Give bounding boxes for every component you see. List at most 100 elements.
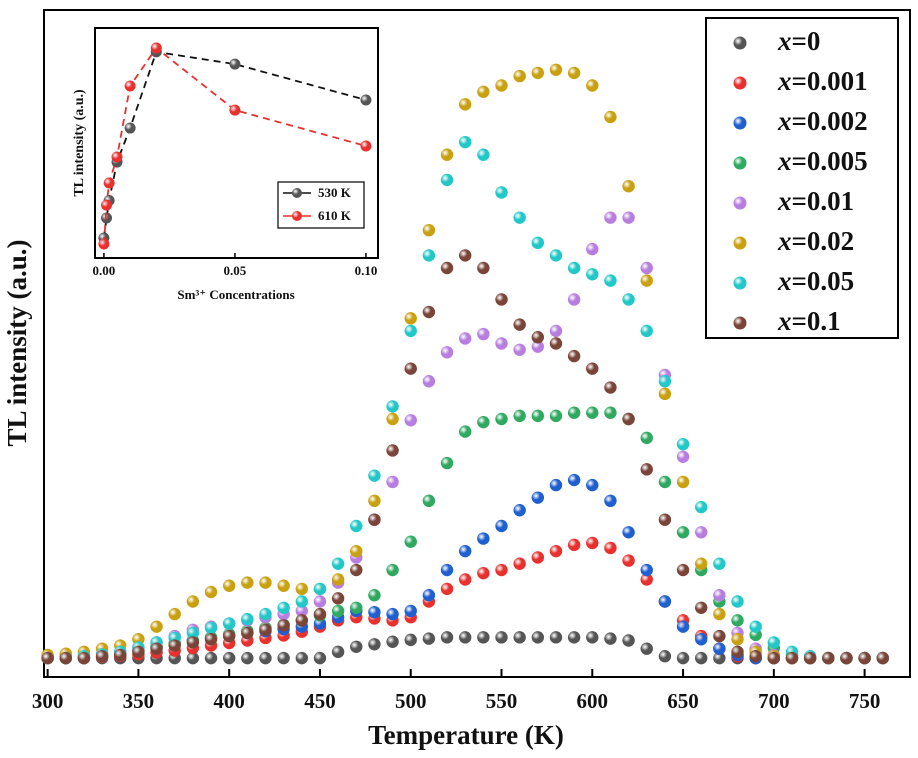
data-point bbox=[360, 94, 372, 106]
data-point bbox=[386, 444, 399, 457]
data-point bbox=[567, 349, 581, 363]
inset-legend-box bbox=[277, 181, 365, 229]
data-point bbox=[150, 642, 163, 655]
data-point bbox=[531, 236, 545, 250]
data-point bbox=[713, 607, 726, 621]
data-point bbox=[586, 536, 599, 550]
data-point bbox=[386, 635, 399, 648]
data-point bbox=[440, 261, 454, 275]
data-point bbox=[731, 595, 744, 608]
data-point bbox=[549, 409, 563, 423]
data-point bbox=[567, 473, 581, 487]
data-point bbox=[186, 651, 200, 665]
legend-label: 530 K bbox=[318, 185, 352, 200]
data-point bbox=[495, 79, 508, 92]
data-point bbox=[622, 634, 635, 647]
data-point bbox=[549, 249, 563, 262]
legend-marker bbox=[733, 276, 747, 290]
legend-label: x=0.002 bbox=[777, 106, 868, 136]
data-point bbox=[803, 651, 817, 665]
data-point bbox=[495, 293, 508, 306]
x-axis-label: Temperature (K) bbox=[368, 720, 564, 750]
data-point bbox=[222, 651, 236, 665]
data-point bbox=[386, 563, 399, 577]
data-point bbox=[604, 110, 617, 124]
legend-label: x=0 bbox=[777, 26, 820, 56]
plot-frame bbox=[43, 9, 911, 678]
legend-label: x=0.001 bbox=[777, 66, 868, 96]
data-point bbox=[259, 623, 272, 637]
data-point bbox=[676, 563, 690, 577]
data-point bbox=[549, 544, 563, 558]
data-point bbox=[259, 576, 272, 589]
data-point bbox=[513, 211, 526, 224]
data-point bbox=[477, 566, 490, 580]
x-tick-label: 650 bbox=[667, 689, 699, 713]
x-tick-label: 300 bbox=[32, 689, 64, 713]
data-point bbox=[440, 456, 454, 470]
data-point bbox=[277, 579, 290, 592]
data-point bbox=[495, 412, 508, 426]
data-point bbox=[241, 626, 254, 640]
data-point bbox=[101, 199, 113, 211]
data-point bbox=[767, 651, 781, 665]
x-tick-label: 0.05 bbox=[224, 263, 247, 278]
data-point bbox=[77, 651, 91, 665]
data-point bbox=[549, 478, 563, 492]
data-point bbox=[513, 343, 526, 356]
data-point bbox=[640, 324, 653, 338]
data-point bbox=[622, 554, 635, 567]
data-point bbox=[111, 151, 123, 163]
data-point bbox=[331, 604, 345, 618]
data-point bbox=[422, 375, 436, 388]
data-point bbox=[404, 535, 417, 548]
data-point bbox=[204, 585, 218, 599]
data-point bbox=[440, 563, 454, 577]
data-point bbox=[713, 642, 726, 655]
data-point bbox=[695, 651, 708, 665]
data-point bbox=[549, 337, 563, 350]
data-point bbox=[822, 651, 835, 665]
data-point bbox=[840, 651, 853, 665]
data-point bbox=[440, 582, 454, 596]
data-point bbox=[713, 651, 726, 665]
data-point bbox=[477, 532, 490, 545]
data-point bbox=[477, 85, 490, 99]
data-point bbox=[731, 614, 744, 627]
legend-marker bbox=[733, 236, 747, 250]
x-tick-label: 400 bbox=[213, 689, 245, 713]
data-point bbox=[458, 249, 472, 262]
legend-marker bbox=[733, 36, 747, 50]
data-point bbox=[695, 557, 708, 570]
data-point bbox=[168, 639, 181, 652]
data-point bbox=[331, 645, 345, 659]
data-point bbox=[313, 595, 327, 608]
data-point bbox=[513, 504, 526, 517]
data-point bbox=[150, 620, 163, 633]
data-point bbox=[586, 362, 599, 375]
legend-label: x=0.01 bbox=[777, 186, 854, 216]
data-point bbox=[604, 406, 617, 419]
data-point bbox=[132, 645, 145, 659]
legend-label: x=0.02 bbox=[777, 226, 854, 256]
data-point bbox=[422, 224, 436, 237]
data-point bbox=[676, 437, 690, 451]
data-point bbox=[422, 249, 436, 262]
data-point bbox=[695, 500, 708, 514]
data-point bbox=[531, 551, 545, 564]
data-point bbox=[604, 632, 617, 645]
data-point bbox=[658, 475, 672, 489]
legend-label: x=0.1 bbox=[777, 306, 841, 336]
data-point bbox=[640, 642, 653, 655]
data-point bbox=[124, 80, 136, 92]
data-point bbox=[458, 425, 472, 438]
data-point bbox=[386, 412, 399, 426]
data-point bbox=[713, 629, 726, 643]
data-point bbox=[313, 607, 327, 621]
data-point bbox=[368, 588, 381, 602]
data-point bbox=[531, 340, 545, 353]
legend-label: x=0.05 bbox=[777, 266, 854, 296]
data-point bbox=[404, 604, 417, 618]
data-point bbox=[259, 651, 272, 665]
data-point bbox=[731, 645, 744, 659]
